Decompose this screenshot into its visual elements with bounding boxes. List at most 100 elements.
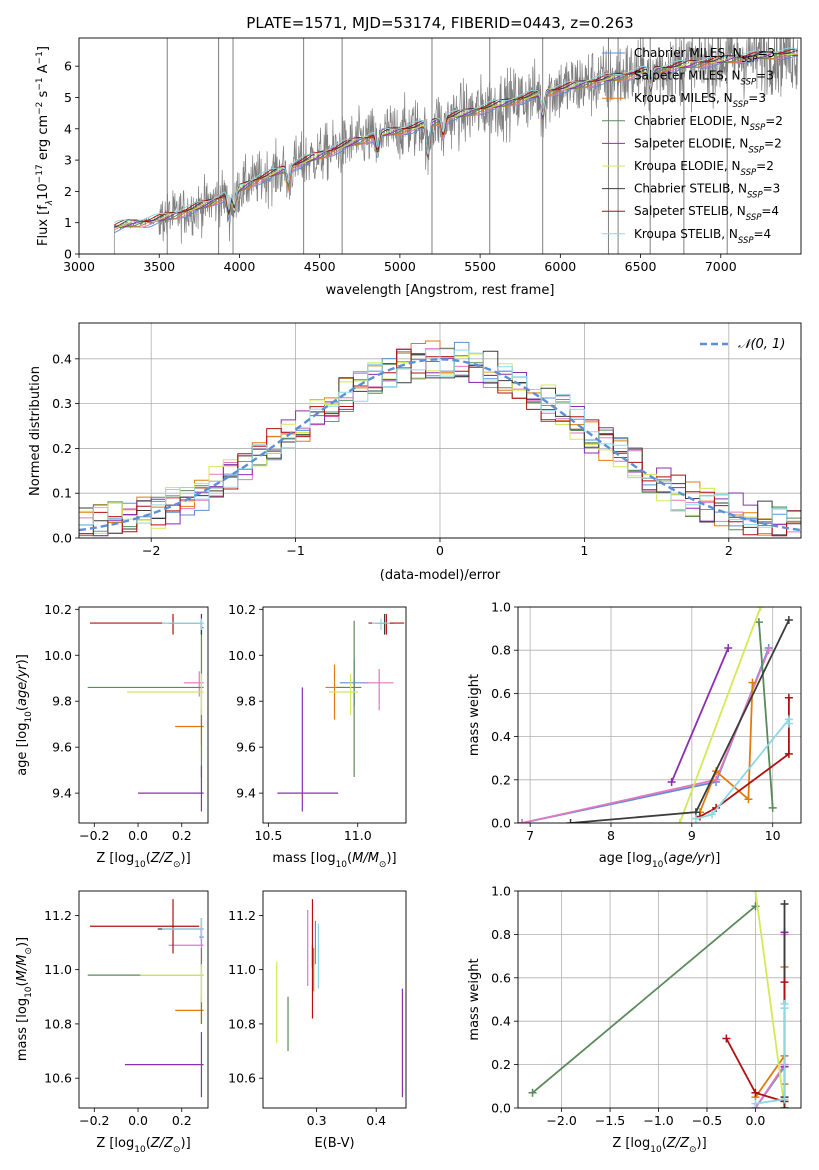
x-tick-label: 5500: [464, 259, 496, 274]
x-axis-label: Z [log10(Z/Z⊙)]: [612, 1136, 706, 1155]
legend-entry-subscript: SSP: [741, 78, 757, 88]
y-tick-label: 9.4: [236, 786, 256, 801]
mass-weight-marker: [780, 900, 789, 909]
label-part: (: [347, 851, 352, 866]
y-axis-label: Flux [fλ10−17 erg cm−2 s−1 A−1]: [35, 46, 55, 246]
gaussian-curve: [79, 358, 801, 532]
spectrum-data-line: [79, 38, 799, 254]
y-tick-label: 0.0: [491, 816, 511, 831]
panel-8-frame: [517, 890, 802, 1109]
x-axis-label: Z [log10(Z/Z⊙)]: [96, 851, 190, 870]
legend-entry-name: Salpeter ELODIE, N: [634, 136, 748, 150]
label-part: 10: [650, 1145, 662, 1155]
mass-weight-marker: [751, 1088, 760, 1097]
legend-entry-name: Chabrier ELODIE, N: [634, 114, 750, 128]
panel-4-frame: [262, 606, 407, 824]
label-part: s: [36, 90, 51, 101]
label-part: Z/Z: [666, 1136, 690, 1151]
x-tick-label: 10.5: [254, 828, 282, 843]
mass-weight-marker: [748, 678, 757, 687]
y-tick-label: 9.8: [236, 694, 256, 709]
y-tick-label: 0.0: [491, 1101, 511, 1116]
y-tick-label: 10.2: [44, 602, 72, 617]
label-part: Z [log: [96, 1136, 134, 1151]
mass-weight-marker: [744, 795, 753, 804]
mass-weight-marker: [724, 644, 733, 653]
mass-weight-marker: [675, 819, 684, 823]
mass-weight-marker: [768, 803, 777, 812]
legend-entry-count: =3: [763, 182, 781, 196]
figure-title: PLATE=1571, MJD=53174, FIBERID=0443, z=0…: [246, 14, 633, 32]
label-part: −1: [35, 51, 45, 64]
label-part: )]: [697, 1136, 707, 1151]
mass-weight-line: [699, 682, 754, 813]
mass-weight-marker: [754, 618, 763, 627]
y-tick-label: 1.0: [491, 600, 511, 615]
y-axis-label: Normed distribution: [28, 366, 43, 496]
x-axis-label: (data-model)/error: [380, 568, 501, 583]
x-tick-label: 3000: [63, 259, 95, 274]
label-part: −2: [35, 102, 45, 115]
y-axis-label: mass weight: [467, 958, 482, 1040]
model-fit-line: [114, 47, 798, 223]
x-tick-label: 0.2: [172, 1113, 192, 1128]
mass-weight-line: [699, 697, 790, 818]
y-tick-label: 0.2: [491, 1057, 511, 1072]
legend-entry-count: =3: [748, 91, 766, 105]
x-tick-label: 5000: [384, 259, 416, 274]
label-part: erg cm: [36, 115, 51, 164]
legend-entry-count: =4: [761, 204, 779, 218]
panel-6-axes: −0.2 0.0 0.2 10.6 10.8 11.0 11.2: [44, 908, 192, 1128]
mass-weight-marker: [751, 891, 760, 895]
label-part: ⊙: [173, 1145, 181, 1155]
x-tick-label: 10: [765, 828, 781, 843]
panel-8-plot-area: [528, 891, 789, 1108]
legend-entry-name: Chabrier MILES, N: [634, 46, 742, 60]
y-tick-label: 0.1: [52, 486, 72, 501]
y-axis-label: mass weight: [467, 674, 482, 756]
panel-6-frame: [78, 890, 209, 1109]
label-part: ⊙: [379, 860, 387, 870]
y-tick-label: 10.6: [228, 1071, 256, 1086]
y-tick-label: 6: [64, 59, 72, 74]
legend-entry-subscript: SSP: [746, 213, 762, 223]
x-axis-label: mass [log10(M/M⊙)]: [272, 851, 396, 870]
label-part: −17: [35, 164, 45, 183]
mass-weight-marker: [528, 1088, 537, 1097]
legend-entry-name: Salpeter MILES, N: [634, 69, 741, 83]
panel-5-plot-area: [518, 607, 793, 823]
label-part: (: [663, 851, 668, 866]
mass-weight-line: [670, 647, 730, 783]
x-axis-label: Z [log10(Z/Z⊙)]: [96, 1136, 190, 1155]
y-tick-label: 0.4: [52, 351, 72, 366]
label-part: )]: [386, 851, 396, 866]
x-tick-label: 0.0: [128, 1113, 148, 1128]
x-tick-label: 0.0: [746, 1113, 766, 1128]
label-part: (: [146, 1136, 151, 1151]
y-tick-label: 10.8: [228, 1016, 256, 1031]
x-tick-label: 4000: [224, 259, 256, 274]
y-tick-label: 10.2: [228, 602, 256, 617]
x-tick-label: 9: [688, 828, 696, 843]
label-part: mass [log: [272, 851, 335, 866]
label-part: ⊙: [689, 1145, 697, 1155]
legend-entry-name: Salpeter STELIB, N: [634, 204, 746, 218]
mass-weight-line: [758, 622, 774, 808]
y-tick-label: 11.0: [228, 962, 256, 977]
legend-entry: Chabrier ELODIE, NSSP=2: [634, 114, 783, 133]
y-tick-label: 1.0: [491, 884, 511, 899]
legend-entry-subscript: SSP: [748, 145, 764, 155]
y-tick-label: 0.6: [491, 686, 511, 701]
mass-weight-line: [754, 891, 786, 1108]
legend-entry-name: Kroupa MILES, N: [634, 91, 733, 105]
label-part: Z [log: [612, 1136, 650, 1151]
panel-4-axes: 10.5 11.0 9.4 9.6 9.8 10.0 10.2: [228, 602, 372, 843]
y-tick-label: 0.2: [491, 772, 511, 787]
label-part: Z/Z: [150, 1136, 174, 1151]
label-part: mass [log: [15, 998, 30, 1061]
label-part: Z/Z: [150, 851, 174, 866]
y-tick-label: 11.2: [228, 908, 256, 923]
mass-weight-marker: [784, 719, 793, 728]
x-axis-label: E(B-V): [314, 1136, 354, 1151]
